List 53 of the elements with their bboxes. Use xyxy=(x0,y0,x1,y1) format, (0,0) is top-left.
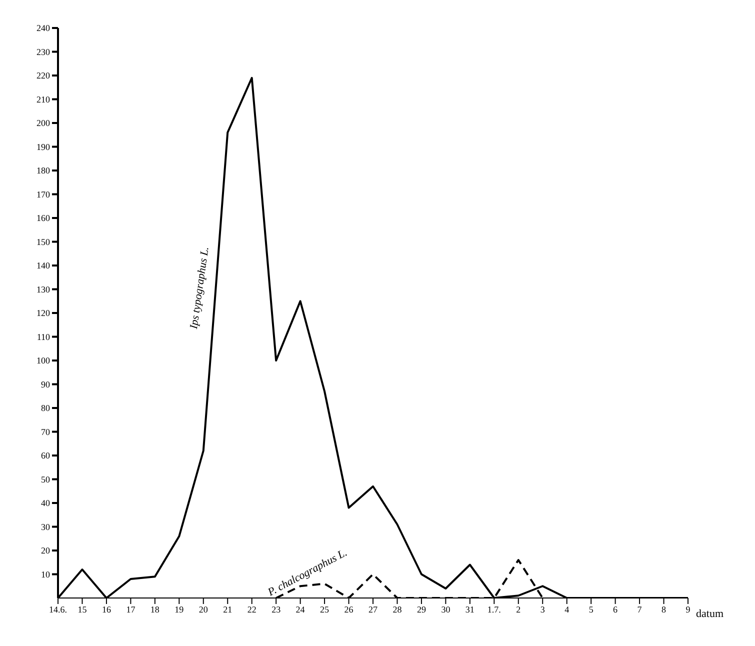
y-tick-label: 200 xyxy=(36,118,50,128)
x-tick-label: 4 xyxy=(564,604,570,614)
y-tick-label: 220 xyxy=(36,70,50,81)
y-tick-label: 230 xyxy=(36,46,50,57)
x-tick-label: 26 xyxy=(344,604,354,614)
x-axis-title: datum xyxy=(696,608,724,620)
x-tick-label: 23 xyxy=(272,604,282,614)
x-tick-label: 22 xyxy=(247,604,256,614)
y-tick-label: 150 xyxy=(36,236,50,247)
y-tick-label: 90 xyxy=(41,379,50,390)
y-tick-label: 170 xyxy=(36,189,50,200)
x-tick-label: 7 xyxy=(637,604,642,614)
y-tick-label: 80 xyxy=(41,403,50,414)
x-tick-label: 29 xyxy=(416,604,426,614)
y-tick-label: 70 xyxy=(41,426,50,437)
x-tick-label: 15 xyxy=(78,604,88,614)
y-tick-label: 30 xyxy=(41,522,50,532)
x-tick-label: 16 xyxy=(102,604,112,614)
x-tick-label: 24 xyxy=(296,604,306,614)
y-tick-label: 40 xyxy=(41,498,50,508)
x-tick-label: 6 xyxy=(613,604,618,614)
x-tick-label: 30 xyxy=(441,604,451,614)
y-tick-label: 60 xyxy=(41,450,50,461)
y-tick-label: 210 xyxy=(36,94,50,104)
x-tick-label: 18 xyxy=(150,604,160,614)
y-tick-label: 160 xyxy=(36,213,50,224)
text: Ips typographus L. xyxy=(188,246,212,330)
y-tick-label: 240 xyxy=(36,23,50,34)
x-tick-label: 25 xyxy=(320,604,330,614)
y-tick-label: 180 xyxy=(36,166,50,176)
x-tick-label: 21 xyxy=(223,604,232,614)
x-tick-label: 9 xyxy=(686,604,691,614)
y-tick-label: 110 xyxy=(36,332,50,342)
y-tick-label: 100 xyxy=(36,356,50,366)
y-tick-label: 10 xyxy=(41,569,50,580)
y-tick-label: 190 xyxy=(36,142,50,152)
x-tick-label: 14.6. xyxy=(49,604,67,614)
x-tick-label: 31 xyxy=(465,604,474,614)
x-tick-label: 5 xyxy=(588,604,594,614)
y-tick-label: 50 xyxy=(41,474,50,484)
x-tick-label: 1.7. xyxy=(487,604,501,614)
x-tick-label: 3 xyxy=(540,604,546,614)
x-tick-label: 19 xyxy=(174,604,184,614)
x-tick-label: 27 xyxy=(368,604,378,614)
y-tick-label: 120 xyxy=(36,308,50,318)
y-tick-label: 140 xyxy=(36,260,50,271)
x-tick-label: 28 xyxy=(392,604,402,614)
y-tick-label: 130 xyxy=(36,284,50,294)
x-tick-label: 2 xyxy=(516,604,521,614)
x-tick-label: 20 xyxy=(198,604,208,614)
x-tick-label: 8 xyxy=(662,604,667,614)
y-tick-label: 20 xyxy=(41,546,50,556)
x-tick-label: 17 xyxy=(126,604,136,614)
